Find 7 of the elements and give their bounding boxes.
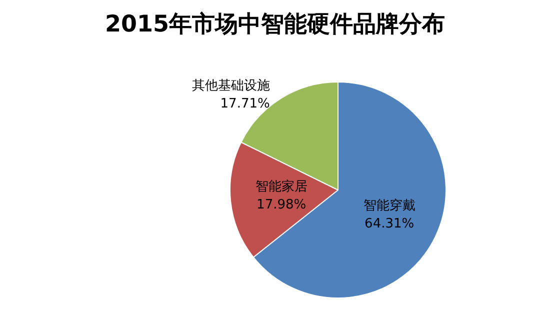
slice-label: 其他基础设施: [192, 78, 270, 94]
data-label: 17.71%: [220, 96, 270, 112]
chart-title: 2015年市场中智能硬件品牌分布: [104, 10, 446, 38]
slice-label: 智能穿戴: [363, 198, 416, 214]
data-label: 17.98%: [256, 198, 306, 213]
slice-label: 智能家居: [255, 178, 308, 195]
data-label: 64.31%: [364, 216, 414, 232]
